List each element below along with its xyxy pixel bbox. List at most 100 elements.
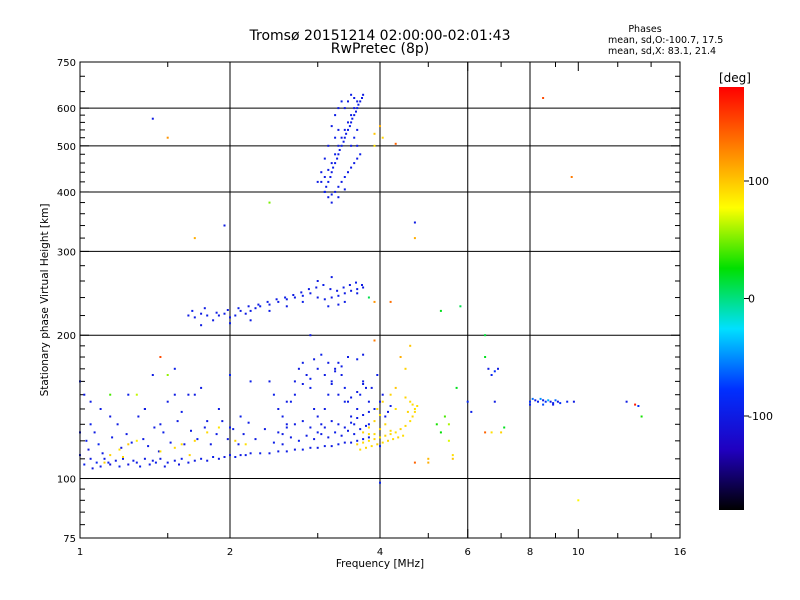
echo-point bbox=[577, 499, 580, 502]
echo-point bbox=[394, 142, 397, 145]
echo-point bbox=[329, 176, 332, 178]
echo-point bbox=[187, 393, 190, 396]
echo-point bbox=[239, 415, 242, 418]
echo-point bbox=[493, 400, 496, 403]
echo-point bbox=[343, 386, 346, 389]
echo-point bbox=[362, 383, 365, 385]
echo-point bbox=[178, 463, 180, 466]
echo-point bbox=[159, 457, 162, 460]
echo-point bbox=[300, 291, 303, 294]
echo-point bbox=[409, 400, 412, 403]
echo-point bbox=[484, 334, 487, 337]
echo-point bbox=[120, 446, 123, 449]
echo-point bbox=[406, 410, 409, 413]
echo-point bbox=[373, 144, 376, 147]
echo-point bbox=[350, 121, 353, 124]
echo-point bbox=[327, 180, 330, 183]
echo-point bbox=[118, 448, 121, 451]
echo-point bbox=[379, 481, 381, 484]
echo-point bbox=[229, 316, 231, 319]
echo-point bbox=[353, 107, 356, 110]
echo-point bbox=[89, 457, 92, 460]
echo-point bbox=[316, 431, 319, 434]
x-tick-label: 6 bbox=[465, 547, 471, 558]
echo-point bbox=[330, 296, 333, 299]
echo-point bbox=[542, 399, 545, 402]
echo-point bbox=[330, 193, 333, 196]
echo-point bbox=[332, 166, 335, 169]
echo-point bbox=[323, 190, 326, 193]
echo-point bbox=[637, 405, 640, 407]
echo-point bbox=[347, 400, 349, 403]
echo-point bbox=[266, 300, 269, 303]
echo-point bbox=[459, 305, 462, 308]
echo-point bbox=[268, 303, 271, 306]
echo-point bbox=[539, 397, 542, 400]
echo-point bbox=[376, 374, 379, 376]
echo-point bbox=[330, 380, 333, 383]
phase-stats: Phases mean, sd,O:-100.7, 17.5 mean, sd,… bbox=[608, 24, 723, 57]
echo-point bbox=[389, 429, 392, 432]
echo-point bbox=[379, 125, 381, 128]
echo-point bbox=[249, 452, 252, 455]
echo-point bbox=[289, 400, 292, 403]
echo-point bbox=[206, 314, 209, 317]
echo-point bbox=[316, 415, 319, 418]
echo-point bbox=[259, 305, 262, 308]
echo-point bbox=[362, 414, 365, 416]
x-tick-label: 1 bbox=[77, 547, 83, 558]
echo-point bbox=[353, 423, 356, 426]
echo-point bbox=[173, 367, 176, 370]
echo-point bbox=[309, 426, 312, 429]
echo-point bbox=[356, 417, 359, 419]
echo-point bbox=[343, 300, 346, 303]
echo-point bbox=[347, 171, 349, 174]
echo-point bbox=[439, 309, 442, 312]
echo-point bbox=[350, 114, 353, 117]
echo-point bbox=[353, 97, 356, 99]
echo-point bbox=[347, 121, 349, 124]
echo-point bbox=[404, 367, 407, 370]
echo-point bbox=[327, 436, 330, 439]
echo-point bbox=[373, 433, 376, 436]
echo-point bbox=[355, 110, 357, 113]
echo-point bbox=[343, 400, 346, 403]
echo-point bbox=[394, 386, 397, 389]
echo-point bbox=[340, 180, 343, 183]
echo-point bbox=[285, 426, 288, 429]
echo-point bbox=[427, 461, 430, 464]
echo-point bbox=[359, 100, 362, 103]
echo-point bbox=[337, 196, 340, 199]
echo-point bbox=[330, 201, 333, 204]
echo-point bbox=[159, 450, 162, 453]
echo-point bbox=[362, 286, 365, 289]
echo-point bbox=[166, 374, 169, 376]
echo-point bbox=[570, 176, 573, 178]
echo-point bbox=[330, 445, 333, 448]
echo-point bbox=[301, 420, 304, 423]
echo-point bbox=[301, 383, 304, 385]
echo-point bbox=[193, 459, 196, 462]
echo-point bbox=[99, 465, 102, 468]
echo-point bbox=[229, 454, 231, 457]
echo-point bbox=[379, 428, 381, 431]
y-axis-label: Stationary phase Virtual Height [km] bbox=[39, 204, 51, 397]
echo-point bbox=[350, 396, 353, 399]
echo-point bbox=[531, 397, 534, 400]
echo-point bbox=[547, 399, 550, 402]
echo-point bbox=[166, 136, 169, 139]
echo-point bbox=[83, 393, 86, 396]
echo-point bbox=[293, 380, 296, 383]
echo-point bbox=[338, 149, 341, 151]
echo-point bbox=[215, 311, 218, 314]
echo-point bbox=[549, 400, 552, 403]
echo-point bbox=[503, 426, 506, 429]
echo-point bbox=[316, 367, 319, 370]
echo-point bbox=[337, 303, 340, 306]
echo-point bbox=[399, 356, 402, 358]
echo-point bbox=[293, 423, 296, 426]
echo-point bbox=[500, 431, 503, 434]
echo-point bbox=[320, 433, 323, 436]
echo-point bbox=[315, 286, 318, 289]
